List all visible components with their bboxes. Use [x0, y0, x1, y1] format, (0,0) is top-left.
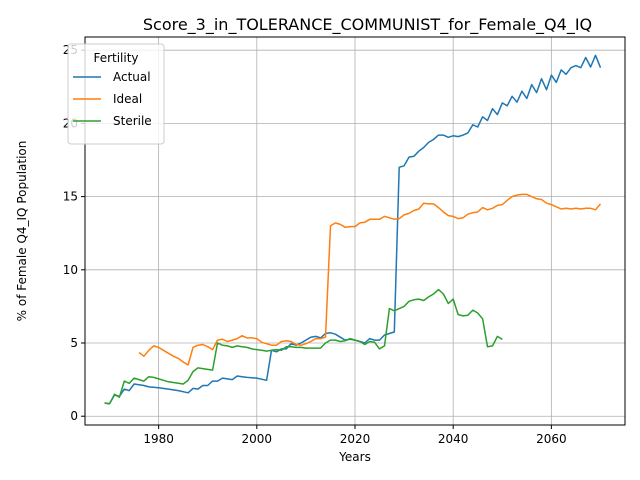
x-tick-label: 2060 — [536, 432, 567, 446]
x-tick-label: 1980 — [143, 432, 174, 446]
series-lines — [104, 54, 602, 405]
legend-label-actual: Actual — [113, 70, 151, 84]
chart-title: Score_3_in_TOLERANCE_COMMUNIST_for_Femal… — [143, 15, 592, 35]
legend: Fertility Actual Ideal Sterile — [67, 43, 165, 145]
y-axis-label: % of Female Q4_IQ Population — [15, 141, 29, 322]
x-axis-label: Years — [338, 450, 371, 464]
series-line-ideal — [138, 193, 602, 366]
y-tick-label: 15 — [63, 190, 78, 204]
legend-title: Fertility — [93, 51, 138, 65]
grid-lines — [85, 37, 625, 425]
series-line-actual — [104, 54, 602, 405]
legend-box — [67, 43, 165, 145]
x-tick-label: 2040 — [438, 432, 469, 446]
y-tick-label: 10 — [63, 263, 78, 277]
legend-label-ideal: Ideal — [113, 92, 142, 106]
x-axis-ticks: 1980 2000 2020 2040 2060 — [143, 425, 567, 446]
y-tick-label: 5 — [70, 336, 78, 350]
x-tick-label: 2000 — [242, 432, 273, 446]
x-tick-label: 2020 — [340, 432, 371, 446]
legend-label-sterile: Sterile — [113, 114, 152, 128]
series-line-sterile — [104, 288, 503, 405]
y-tick-label: 0 — [70, 409, 78, 423]
